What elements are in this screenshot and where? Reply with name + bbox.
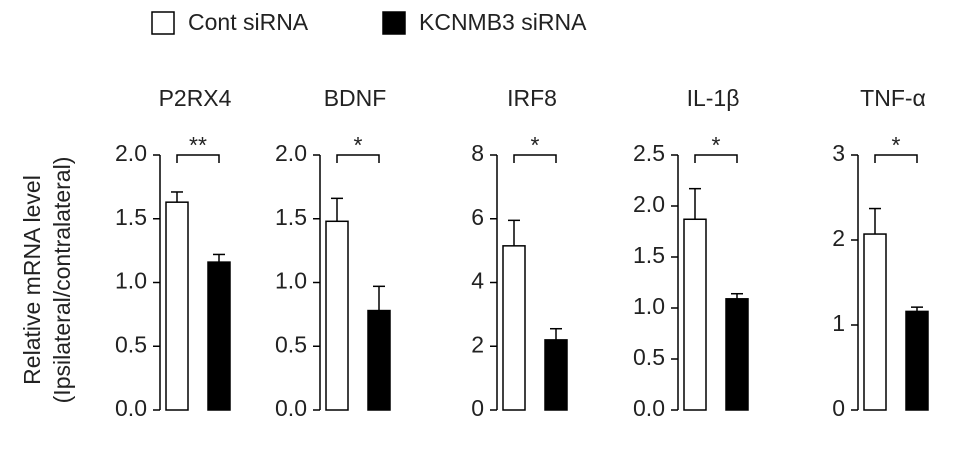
legend-label: Cont siRNA [188,9,309,35]
y-tick-label: 0.0 [633,395,665,421]
y-tick-label: 3 [832,140,845,166]
y-tick-label: 4 [471,268,484,294]
legend-swatch [151,11,175,35]
y-tick-label: 0.5 [115,331,147,357]
y-axis-label: Relative mRNA level [19,175,45,385]
significance-label: * [354,132,363,158]
y-tick-label: 1.5 [633,242,665,268]
significance-bracket [513,154,557,163]
y-tick-label: 0.0 [275,395,307,421]
legend-swatch [382,11,406,35]
bar [905,310,929,411]
y-tick-label: 2.5 [633,140,665,166]
y-tick-label: 2 [832,225,845,251]
significance-bracket [336,154,380,163]
bar [863,233,887,411]
y-tick-label: 2 [471,331,484,357]
y-tick-label: 0.5 [633,344,665,370]
y-tick-label: 2.0 [115,140,147,166]
bar [367,309,391,411]
y-tick-label: 0 [471,395,484,421]
y-tick-label: 8 [471,140,484,166]
panel-title: IRF8 [507,85,557,111]
bar [725,298,749,411]
y-tick-label: 0.5 [275,331,307,357]
y-tick-label: 1.5 [115,204,147,230]
y-tick-label: 1 [832,310,845,336]
y-tick-label: 0 [832,395,845,421]
y-tick-label: 2.0 [275,140,307,166]
significance-label: * [892,132,901,158]
bar [502,245,526,411]
panel-title: TNF-α [860,85,926,111]
y-tick-label: 1.0 [275,268,307,294]
significance-bracket [874,154,918,163]
panel-title: IL-1β [687,85,740,111]
panel-title: P2RX4 [159,85,232,111]
legend-label: KCNMB3 siRNA [419,9,587,35]
y-tick-label: 1.5 [275,204,307,230]
y-tick-label: 2.0 [633,191,665,217]
significance-label: * [712,132,721,158]
significance-bracket [694,154,738,163]
bar [325,220,349,411]
y-axis-label: (Ipsilateral/contralateral) [49,157,75,404]
y-tick-label: 1.0 [633,293,665,319]
bar [544,339,568,411]
significance-bracket [176,154,220,163]
bar [683,218,707,411]
bar [165,201,189,411]
significance-label: ** [189,132,207,158]
significance-label: * [531,132,540,158]
y-tick-label: 1.0 [115,268,147,294]
bar [207,261,231,411]
y-tick-label: 6 [471,204,484,230]
panel-title: BDNF [324,85,387,111]
y-tick-label: 0.0 [115,395,147,421]
